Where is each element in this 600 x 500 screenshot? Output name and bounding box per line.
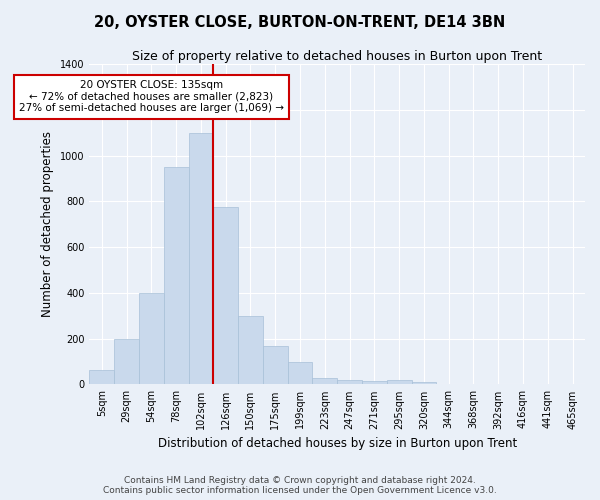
Bar: [287, 362, 313, 384]
Bar: [188, 133, 213, 384]
Bar: [263, 346, 287, 385]
Bar: [362, 381, 387, 384]
Text: 20, OYSTER CLOSE, BURTON-ON-TRENT, DE14 3BN: 20, OYSTER CLOSE, BURTON-ON-TRENT, DE14 …: [94, 15, 506, 30]
Bar: [337, 380, 362, 384]
Bar: [387, 380, 412, 384]
Text: 20 OYSTER CLOSE: 135sqm
← 72% of detached houses are smaller (2,823)
27% of semi: 20 OYSTER CLOSE: 135sqm ← 72% of detache…: [19, 80, 284, 114]
Bar: [164, 167, 188, 384]
Bar: [238, 316, 263, 384]
Y-axis label: Number of detached properties: Number of detached properties: [41, 132, 55, 318]
Bar: [89, 370, 114, 384]
Bar: [114, 338, 139, 384]
Text: Contains HM Land Registry data © Crown copyright and database right 2024.
Contai: Contains HM Land Registry data © Crown c…: [103, 476, 497, 495]
Bar: [412, 382, 436, 384]
Bar: [213, 207, 238, 384]
Bar: [139, 293, 164, 384]
X-axis label: Distribution of detached houses by size in Burton upon Trent: Distribution of detached houses by size …: [158, 437, 517, 450]
Title: Size of property relative to detached houses in Burton upon Trent: Size of property relative to detached ho…: [132, 50, 542, 63]
Bar: [313, 378, 337, 384]
